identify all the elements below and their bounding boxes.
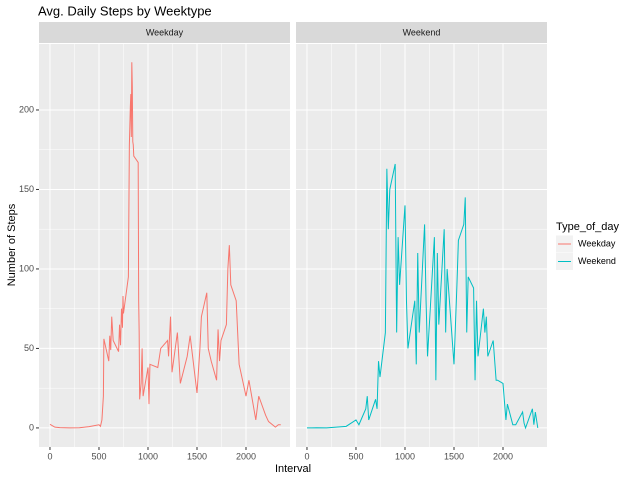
legend-title: Type_of_day <box>556 221 619 233</box>
x-tick-label: 0 <box>47 451 52 461</box>
x-tick-label: 1500 <box>187 451 207 461</box>
legend-label: Weekday <box>578 238 616 248</box>
y-tick-label: 200 <box>19 104 34 114</box>
panel <box>39 44 290 447</box>
strip-label: Weekend <box>403 27 441 37</box>
y-tick-label: 150 <box>19 184 34 194</box>
data-line <box>306 163 539 430</box>
y-tick-label: 50 <box>24 343 34 353</box>
x-axis-label: Interval <box>275 463 311 475</box>
chart-title: Avg. Daily Steps by Weektype <box>38 3 212 18</box>
x-tick-label: 500 <box>91 451 106 461</box>
y-tick-label: 0 <box>29 422 34 432</box>
panel <box>296 44 547 447</box>
strip <box>39 22 290 43</box>
x-tick-label: 500 <box>348 451 363 461</box>
strip-label: Weekday <box>146 27 184 37</box>
x-tick-label: 0 <box>304 451 309 461</box>
y-tick-label: 100 <box>19 263 34 273</box>
x-tick-label: 1500 <box>444 451 464 461</box>
x-tick-label: 1000 <box>395 451 415 461</box>
x-tick-label: 2000 <box>493 451 513 461</box>
x-tick-label: 1000 <box>138 451 158 461</box>
x-tick-label: 2000 <box>236 451 256 461</box>
legend-label: Weekend <box>578 256 616 266</box>
strip <box>296 22 547 43</box>
data-line <box>49 62 281 429</box>
y-axis-label: Number of Steps <box>6 203 18 286</box>
